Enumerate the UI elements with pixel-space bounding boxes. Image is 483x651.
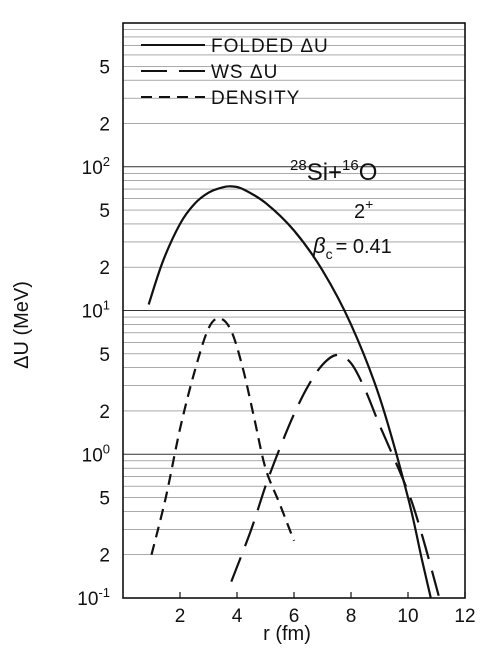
y-tick-label: 2 (99, 258, 110, 279)
y-tick-label: 5 (99, 345, 110, 366)
legend: FOLDED ΔU WS ΔU DENSITY (141, 36, 329, 109)
annot-state-num: 2 (354, 201, 365, 223)
x-tick-label: 12 (454, 606, 475, 627)
x-tick-label: 10 (397, 606, 418, 627)
annot-state-sup: + (365, 196, 373, 212)
svg-text:28Si+16O: 28Si+16O (290, 157, 377, 186)
y-tick-label: 10-1 (77, 585, 110, 610)
annot-beta-symbol: β (312, 233, 326, 258)
y-tick-label: 5 (99, 201, 110, 222)
annot-beta-sub: c (326, 246, 333, 262)
annot-mass-o: 16 (342, 157, 359, 174)
svg-text:βc= 0.41: βc = 0.41 (312, 233, 392, 262)
series-line-2 (150, 317, 296, 555)
y-tick-label: 101 (82, 298, 110, 323)
x-tick-label: 4 (232, 606, 243, 627)
annot-element-si: Si (307, 159, 328, 186)
y-tick-label: 100 (82, 441, 110, 466)
x-tick-label: 2 (175, 606, 186, 627)
grid (123, 29, 465, 556)
annot-plus: + (328, 159, 342, 186)
y-tick-label: 2 (99, 402, 110, 423)
reaction-annotation: 28Si+16O 2+ βc = 0.41 (290, 157, 392, 262)
series-line-0 (147, 185, 432, 599)
x-axis-title: r (fm) (263, 623, 311, 645)
y-tick-label: 5 (99, 489, 110, 510)
x-axis: 2 4 6 8 10 12 (175, 592, 476, 627)
series-layer (147, 185, 441, 599)
annot-element-o: O (359, 159, 378, 186)
y-axis: 10-1 2 5 100 2 5 101 2 5 102 2 5 (77, 57, 110, 610)
legend-label-folded: FOLDED ΔU (211, 36, 329, 57)
y-axis-title: ΔU (MeV) (11, 281, 33, 369)
series-line-1 (230, 353, 441, 599)
svg-text:2+: 2+ (354, 196, 373, 223)
y-tick-label: 2 (99, 114, 110, 135)
x-tick-label: 8 (346, 606, 357, 627)
legend-label-ws: WS ΔU (211, 62, 278, 83)
x-tick-label: 6 (289, 606, 300, 627)
y-tick-label: 5 (99, 57, 110, 78)
legend-label-density: DENSITY (211, 88, 300, 109)
y-tick-label: 2 (99, 546, 110, 567)
annot-beta-value: = 0.41 (336, 236, 392, 258)
y-tick-label: 102 (82, 154, 110, 179)
annot-mass-si: 28 (290, 157, 307, 174)
